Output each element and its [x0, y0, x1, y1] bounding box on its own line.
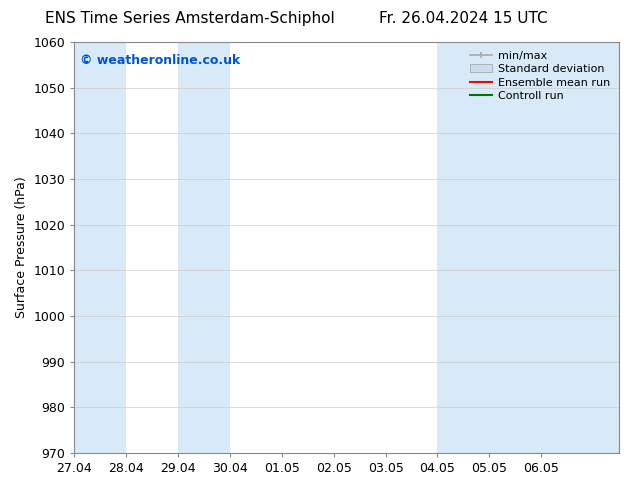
Bar [489, 42, 541, 453]
Text: ENS Time Series Amsterdam-Schiphol: ENS Time Series Amsterdam-Schiphol [45, 11, 335, 26]
Bar [541, 42, 619, 453]
Bar [437, 42, 489, 453]
Y-axis label: Surface Pressure (hPa): Surface Pressure (hPa) [15, 176, 28, 318]
Legend: min/max, Standard deviation, Ensemble mean run, Controll run: min/max, Standard deviation, Ensemble me… [467, 48, 614, 104]
Bar [178, 42, 230, 453]
Bar [74, 42, 126, 453]
Text: Fr. 26.04.2024 15 UTC: Fr. 26.04.2024 15 UTC [378, 11, 547, 26]
Text: © weatheronline.co.uk: © weatheronline.co.uk [80, 54, 240, 68]
